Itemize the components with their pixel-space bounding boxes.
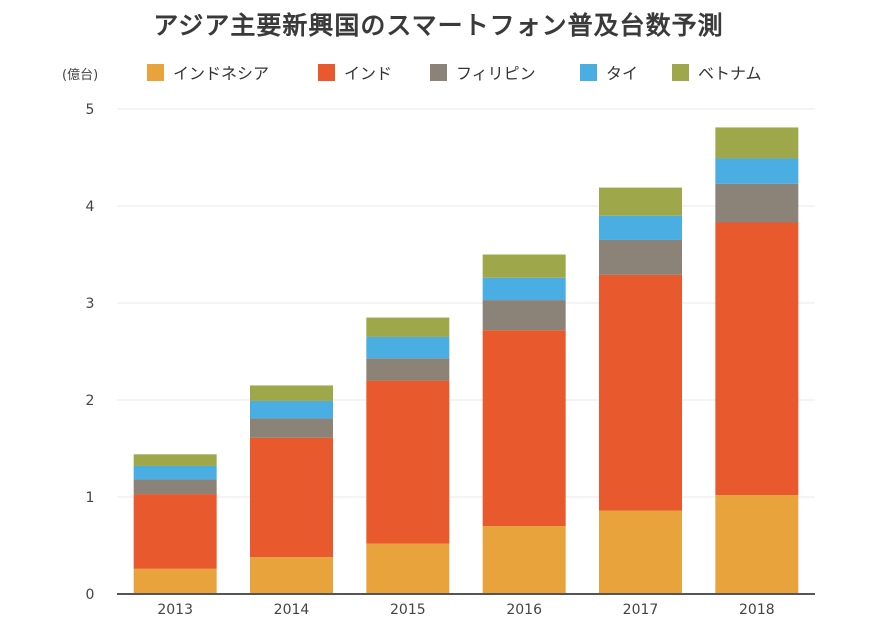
legend-swatch-indonesia [147, 63, 164, 81]
bar-2014-series-2 [250, 418, 333, 438]
bar-2017-series-0 [599, 510, 682, 594]
bar-2013-series-2 [133, 479, 217, 495]
legend-label-vietnam: ベトナム [698, 64, 762, 83]
chart-title: アジア主要新興国のスマートフォン普及台数予測 [153, 11, 724, 40]
bar-2016-series-2 [482, 300, 566, 331]
bar-2015-series-2 [366, 358, 450, 381]
bar-2014-series-0 [250, 557, 333, 594]
legend-swatch-philippines [430, 63, 447, 81]
bar-2016-series-0 [482, 526, 566, 594]
legend-item-thailand: タイ [580, 62, 639, 83]
legend-item-philippines: フィリピン [430, 62, 536, 83]
bar-2013-series-1 [133, 494, 217, 569]
bar-2017-series-3 [599, 215, 682, 240]
bar-2016-series-1 [482, 330, 566, 527]
x-tick-label-2018: 2018 [739, 602, 775, 618]
legend-item-vietnam: ベトナム [672, 62, 762, 83]
x-tick-label-2017: 2017 [623, 602, 659, 618]
bar-2016-series-3 [482, 277, 566, 301]
legend-swatch-india [318, 63, 335, 81]
y-tick-label-5: 5 [86, 102, 95, 118]
bar-2013-series-0 [133, 568, 217, 594]
bar-2018-series-1 [715, 222, 799, 496]
y-tick-label-2: 2 [86, 393, 95, 409]
legend-item-indonesia: インドネシア [147, 62, 270, 83]
legend-swatch-vietnam [672, 63, 689, 81]
bar-2018-series-3 [715, 158, 799, 184]
y-tick-label-1: 1 [86, 490, 95, 506]
bar-2013-series-3 [133, 465, 217, 480]
x-tick-label-2016: 2016 [506, 602, 542, 618]
bar-2017-series-4 [599, 187, 682, 216]
bar-2016-series-4 [482, 254, 566, 278]
bar-2015-series-3 [366, 336, 450, 359]
y-tick-label-3: 3 [86, 296, 95, 312]
bar-2017-series-2 [599, 239, 682, 275]
bar-2014-series-4 [250, 385, 333, 401]
bar-2015-series-1 [366, 380, 450, 544]
y-tick-label-0: 0 [86, 587, 95, 603]
x-tick-label-2014: 2014 [274, 602, 310, 618]
bar-2017-series-1 [599, 274, 682, 511]
bar-2014-series-1 [250, 437, 333, 558]
bar-2018-series-4 [715, 127, 799, 159]
legend-label-thailand: タイ [606, 64, 639, 83]
legend-label-indonesia: インドネシア [173, 64, 270, 83]
bar-2015-series-4 [366, 317, 450, 337]
bar-2018-series-0 [715, 495, 799, 594]
bar-2018-series-2 [715, 183, 799, 223]
legend-item-india: インド [318, 62, 393, 83]
y-tick-label-4: 4 [86, 199, 95, 215]
bar-2014-series-3 [250, 400, 333, 419]
bar-2013-series-4 [133, 454, 217, 466]
x-tick-label-2013: 2013 [157, 602, 193, 618]
y-axis-unit-label: (億台) [62, 68, 99, 83]
legend-label-india: インド [344, 64, 393, 83]
legend-label-philippines: フィリピン [456, 64, 536, 83]
x-tick-label-2015: 2015 [390, 602, 426, 618]
bar-2015-series-0 [366, 543, 450, 594]
legend-swatch-thailand [580, 63, 597, 81]
